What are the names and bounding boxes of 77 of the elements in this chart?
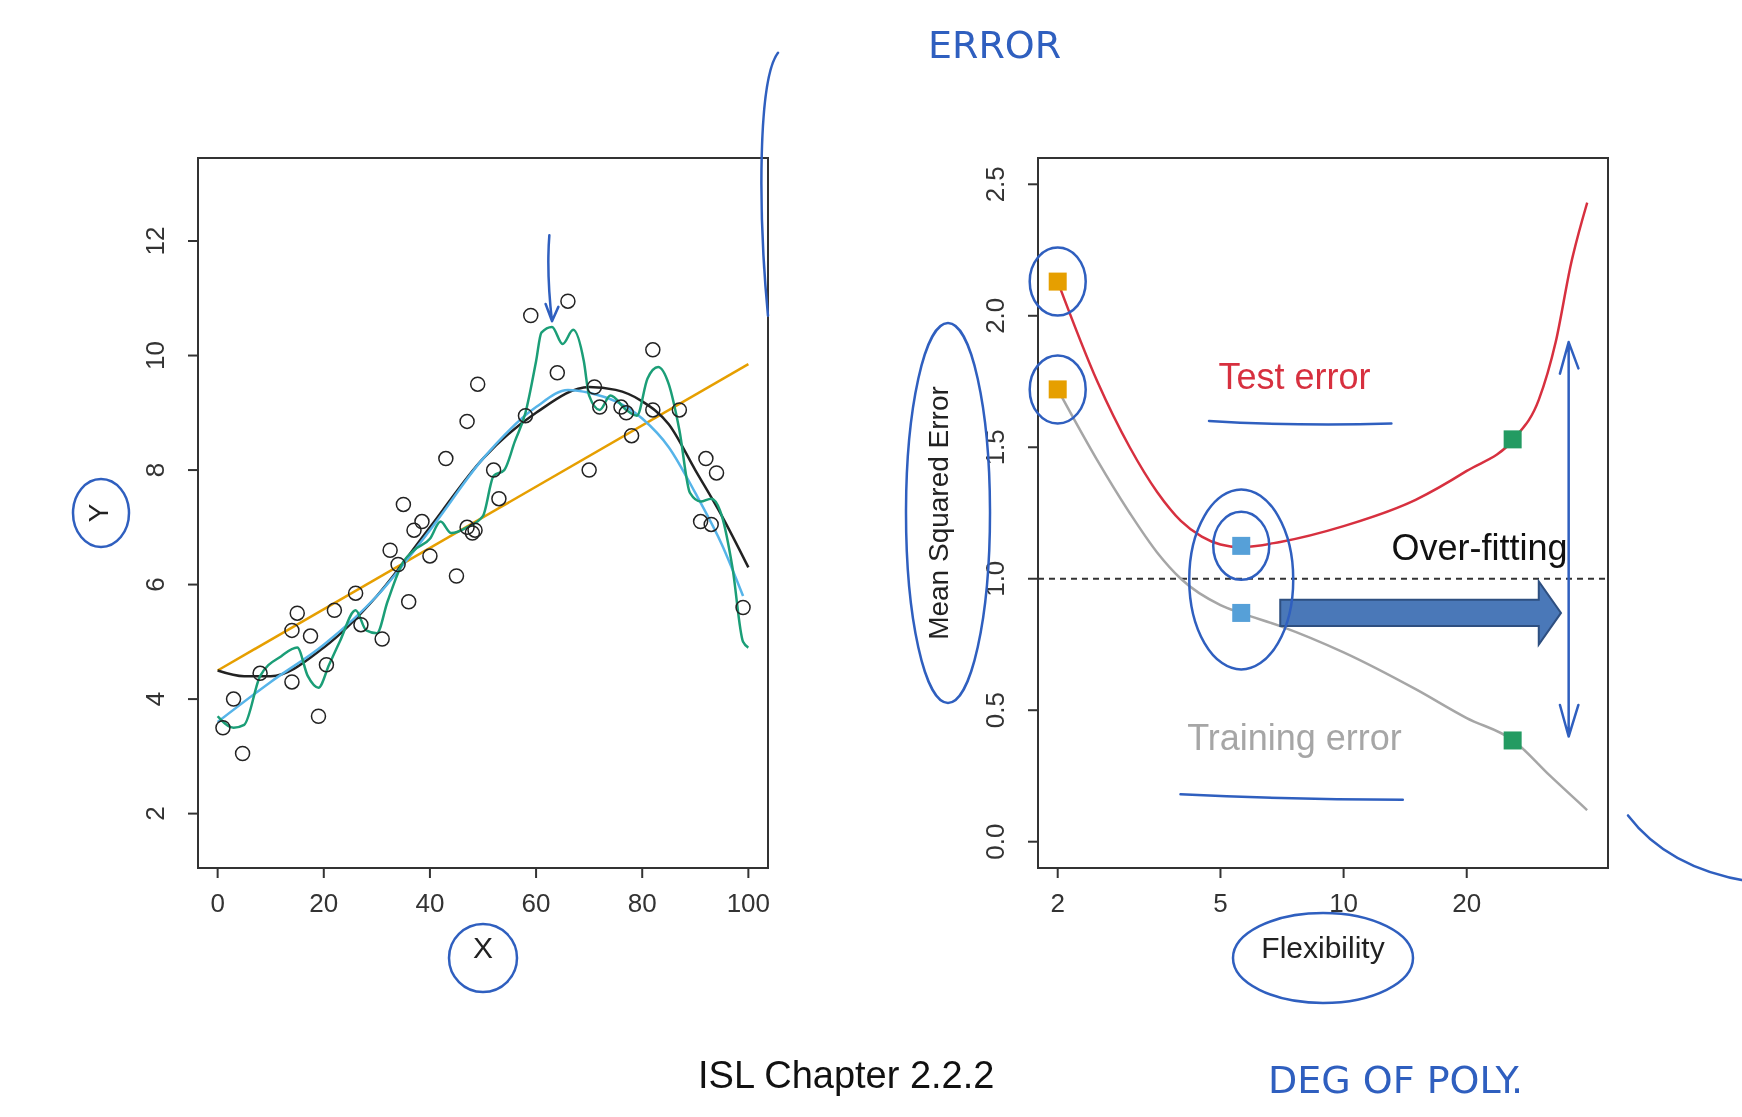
- point: [353, 616, 369, 633]
- point: [284, 674, 300, 690]
- point: [234, 745, 251, 762]
- point: [302, 628, 319, 644]
- point: [645, 402, 661, 418]
- point: [692, 513, 709, 530]
- y-tick-label: 12: [140, 226, 170, 256]
- x-tick-label: 0: [210, 888, 225, 919]
- y-tick-label: 2.5: [980, 166, 1010, 203]
- point: [406, 522, 422, 538]
- point: [374, 631, 390, 647]
- y-tick-label: 0.5: [980, 692, 1010, 729]
- point: [469, 376, 486, 392]
- y-tick-label: 10: [140, 341, 170, 370]
- text: Test error: [1218, 356, 1371, 398]
- point: [252, 665, 268, 682]
- point: [623, 427, 640, 444]
- point: [586, 379, 603, 395]
- point: [613, 399, 629, 415]
- point: [592, 399, 608, 415]
- point: [459, 413, 475, 430]
- point: [523, 307, 539, 324]
- x-tick-label: 2: [1050, 888, 1065, 919]
- x-axis-title: Flexibility: [1261, 931, 1385, 964]
- point: [560, 293, 576, 309]
- point: [284, 622, 300, 639]
- x-tick-label: 20: [1452, 888, 1482, 919]
- point: [448, 568, 465, 584]
- line-series: [216, 325, 750, 729]
- point: [318, 656, 335, 673]
- series-label: Training error: [1187, 716, 1402, 758]
- x-tick-label: 80: [627, 888, 657, 919]
- point: [735, 599, 751, 616]
- annotation: Over-fitting: [1391, 527, 1568, 569]
- point: [581, 462, 597, 478]
- point: [289, 605, 305, 621]
- point: [491, 490, 507, 507]
- point: [310, 708, 327, 725]
- point: [485, 462, 502, 478]
- point: [390, 556, 406, 573]
- text: DEG OF POLY.: [1268, 1058, 1524, 1102]
- y-tick-label: 6: [140, 577, 170, 592]
- y-tick-label: 4: [140, 691, 170, 707]
- point: [215, 719, 231, 736]
- x-axis-title: X: [472, 931, 494, 964]
- point: [517, 407, 534, 424]
- y-tick-label: 2.0: [980, 297, 1010, 334]
- text: ISL Chapter 2.2.2: [698, 1054, 995, 1096]
- point: [703, 516, 719, 533]
- point: [326, 602, 343, 619]
- point: [549, 364, 566, 381]
- point: [645, 342, 661, 358]
- point: [438, 450, 454, 467]
- point: [382, 542, 398, 558]
- text: ERROR: [928, 23, 1062, 67]
- y-axis-title: Y: [82, 503, 114, 523]
- point: [414, 513, 430, 530]
- x-tick-label: 10: [1329, 888, 1359, 919]
- point: [225, 691, 242, 707]
- point: [671, 402, 688, 418]
- y-tick-label: 0.0: [980, 823, 1010, 860]
- point: [347, 585, 364, 601]
- y-axis-title: Mean Squared Error: [922, 386, 954, 640]
- point: [400, 594, 417, 610]
- point: [459, 519, 475, 536]
- point: [698, 450, 714, 467]
- x-tick-label: 100: [726, 888, 771, 919]
- y-tick-label: 8: [140, 462, 170, 478]
- x-tick-label: 40: [415, 888, 445, 919]
- x-tick-label: 20: [309, 888, 339, 919]
- point: [422, 548, 438, 564]
- point: [708, 465, 725, 481]
- y-tick-label: 2: [140, 806, 170, 821]
- point: [395, 496, 412, 513]
- x-tick-label: 5: [1213, 888, 1228, 919]
- x-tick-label: 60: [521, 888, 551, 919]
- point: [618, 405, 635, 421]
